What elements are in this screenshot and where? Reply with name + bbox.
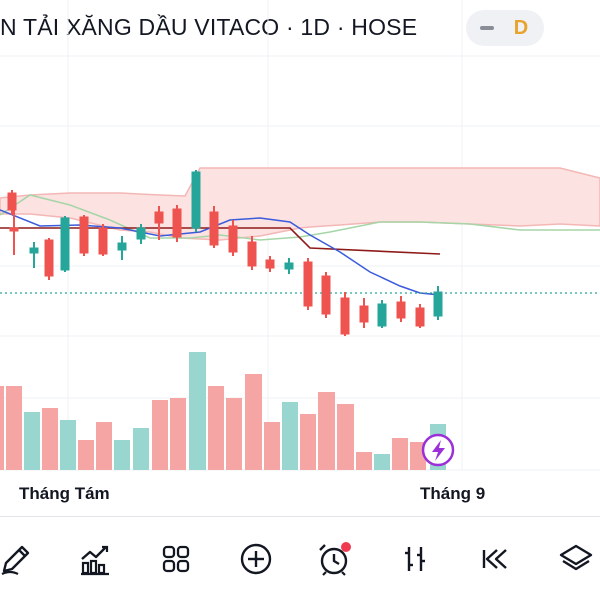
volume-bar xyxy=(282,402,298,470)
candle xyxy=(321,272,331,318)
candle xyxy=(284,258,294,274)
minus-icon[interactable] xyxy=(480,26,494,30)
replay-tool-button[interactable] xyxy=(396,539,436,579)
alert-tool-button[interactable] xyxy=(314,539,354,579)
pencil-icon xyxy=(1,545,30,575)
chart-header: N TẢI XĂNG DẦU VITACO · 1D · HOSE D xyxy=(0,0,600,56)
candle xyxy=(117,236,127,260)
chart-indicators-icon xyxy=(81,545,109,576)
conversion-line xyxy=(0,209,441,296)
symbol-title[interactable]: N TẢI XĂNG DẦU VITACO · 1D · HOSE xyxy=(0,14,418,40)
chart-mode-pill[interactable]: D xyxy=(466,10,544,46)
candle xyxy=(154,206,164,240)
candle xyxy=(303,258,313,310)
volume-bar xyxy=(226,398,242,470)
mode-badge[interactable]: D xyxy=(513,17,529,39)
volume-bar xyxy=(318,392,335,470)
candle xyxy=(60,216,70,272)
plus-circle-icon xyxy=(240,543,272,575)
candle xyxy=(191,170,201,232)
candle xyxy=(44,238,54,280)
volume-bar xyxy=(264,422,280,470)
volume-bar xyxy=(245,374,262,470)
candle xyxy=(247,236,257,270)
volume-bar xyxy=(24,412,40,470)
indicators-tool-button[interactable] xyxy=(76,539,116,579)
volume-bar xyxy=(356,452,372,470)
candle xyxy=(98,224,108,256)
lagging-span-line xyxy=(0,194,600,241)
layouts-tool-button[interactable] xyxy=(156,539,196,579)
base-line xyxy=(0,227,441,255)
candle xyxy=(29,242,39,268)
layers-icon xyxy=(559,544,593,571)
bar-replay-icon xyxy=(405,547,425,571)
volume-bars xyxy=(0,352,446,470)
candle xyxy=(79,215,89,256)
candles xyxy=(7,170,443,336)
volume-bar xyxy=(78,440,94,470)
volume-bar xyxy=(170,398,186,470)
bottom-toolbar xyxy=(0,517,600,600)
candle xyxy=(228,220,238,256)
candle xyxy=(340,292,350,336)
volume-bar xyxy=(374,454,390,470)
volume-bar xyxy=(133,428,149,470)
volume-bar xyxy=(208,386,224,470)
candle xyxy=(359,298,369,328)
alarm-clock-icon xyxy=(319,542,351,576)
volume-bar xyxy=(189,352,206,470)
candle xyxy=(377,300,387,328)
volume-bar xyxy=(42,408,58,470)
toolbar-divider xyxy=(0,516,600,517)
draw-tool-button[interactable] xyxy=(0,539,36,579)
x-axis-label-august: Tháng Tám xyxy=(19,484,110,503)
volume-bar xyxy=(6,386,22,470)
grid-icon xyxy=(162,545,190,573)
add-tool-button[interactable] xyxy=(236,539,276,579)
x-axis-label-september: Tháng 9 xyxy=(420,484,486,503)
volume-bar xyxy=(114,440,130,470)
grid-lines xyxy=(0,0,600,471)
candle xyxy=(9,210,19,255)
layers-tool-button[interactable] xyxy=(556,539,596,579)
volume-bar xyxy=(392,438,408,470)
price-chart[interactable] xyxy=(0,0,600,516)
rewind-icon xyxy=(482,549,507,569)
volume-bar xyxy=(300,414,316,470)
candle xyxy=(209,206,219,248)
volume-bar xyxy=(0,386,4,470)
candle xyxy=(396,296,406,322)
volume-bar xyxy=(337,404,354,470)
candle xyxy=(136,224,146,244)
candle xyxy=(265,256,275,272)
candle xyxy=(433,286,443,320)
volume-bar xyxy=(152,400,168,470)
candle xyxy=(7,190,17,215)
candle xyxy=(172,205,182,242)
volume-bar xyxy=(60,420,76,470)
lightning-icon[interactable] xyxy=(421,433,455,467)
volume-bar xyxy=(96,422,112,470)
rewind-tool-button[interactable] xyxy=(476,539,516,579)
candle xyxy=(415,304,425,328)
